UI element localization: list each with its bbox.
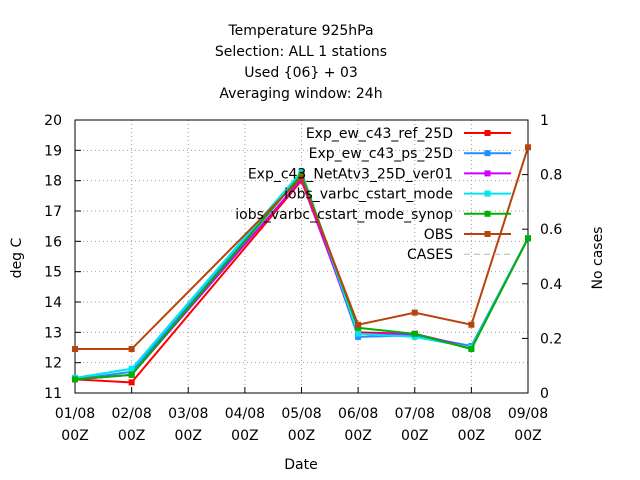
x-tick-label-hour: 00Z (175, 428, 202, 444)
y-axis-label: deg C (9, 237, 25, 278)
data-point (72, 376, 78, 383)
legend-label: iobs_varbc_cstart_mode_synop (235, 207, 453, 223)
y-tick-label: 11 (44, 386, 62, 402)
data-point (468, 346, 475, 353)
legend-marker (484, 130, 491, 136)
x-tick-label-date: 08/08 (451, 406, 491, 422)
x-tick-label-hour: 00Z (514, 428, 541, 444)
x-tick-label-hour: 00Z (344, 428, 371, 444)
y-axis-ticks: 11 12 13 14 15 16 17 18 19 20 (44, 113, 81, 402)
y2-axis-label: No cases (590, 227, 606, 290)
x-tick-label-date: 02/08 (111, 406, 151, 422)
series-group (72, 144, 531, 386)
legend-marker (484, 170, 491, 177)
x-tick-label-date: 05/08 (281, 406, 321, 422)
y2-tick-label: 0.4 (540, 277, 562, 293)
x-tick-label-hour: 00Z (231, 428, 258, 444)
data-point (355, 333, 362, 340)
title-line: Averaging window: 24h (219, 86, 382, 102)
y2-tick-label: 0 (540, 386, 549, 402)
legend-label: OBS (424, 227, 453, 243)
data-point (355, 330, 362, 337)
x-tick-label-hour: 00Z (288, 428, 315, 444)
y-tick-label: 20 (44, 113, 62, 129)
data-point (525, 144, 531, 151)
title-line: Temperature 925hPa (227, 23, 373, 39)
y2-tick-label: 1 (540, 113, 549, 129)
data-point (411, 333, 418, 340)
data-point (298, 174, 305, 181)
legend-label: CASES (407, 247, 453, 263)
legend-marker (484, 210, 491, 217)
y-tick-label: 19 (44, 143, 62, 159)
title-line: Used {06} + 03 (244, 65, 358, 81)
x-tick-label-hour: 00Z (401, 428, 428, 444)
x-tick-label-date: 03/08 (168, 406, 208, 422)
data-point (355, 324, 362, 331)
y2-axis-ticks: 0 0.2 0.4 0.6 0.8 1 (522, 113, 562, 402)
y2-tick-label: 0.2 (540, 331, 562, 347)
legend: Exp_ew_c43_ref_25D Exp_ew_c43_ps_25D Exp_c… (235, 126, 511, 263)
data-point (411, 309, 418, 316)
x-tick-label-date: 04/08 (225, 406, 265, 422)
y-tick-label: 17 (44, 204, 62, 220)
data-point (355, 321, 362, 328)
x-tick-label-date: 06/08 (338, 406, 378, 422)
chart-title: Temperature 925hPa Selection: ALL 1 stati… (215, 23, 387, 102)
y-tick-label: 18 (44, 174, 62, 190)
data-point (128, 365, 135, 372)
data-point (72, 346, 78, 353)
legend-label: Exp_ew_c43_ps_25D (309, 146, 453, 162)
y2-tick-label: 0.8 (540, 168, 562, 184)
data-point (298, 171, 305, 178)
data-point (128, 379, 135, 386)
legend-marker (484, 190, 491, 197)
data-point (128, 368, 135, 375)
legend-marker (484, 231, 491, 237)
y-tick-label: 12 (44, 356, 62, 372)
x-tick-label-hour: 00Z (61, 428, 88, 444)
y-tick-label: 16 (44, 234, 62, 250)
y-tick-label: 15 (44, 265, 62, 281)
y-tick-label: 14 (44, 295, 62, 311)
grid (75, 120, 528, 393)
x-tick-label-hour: 00Z (118, 428, 145, 444)
x-tick-label-date: 09/08 (508, 406, 548, 422)
data-point (128, 346, 135, 353)
legend-label: iobs_varbc_cstart_mode (284, 187, 453, 203)
x-tick-label-date: 07/08 (395, 406, 435, 422)
data-point (128, 371, 135, 378)
y2-tick-label: 0.6 (540, 222, 562, 238)
title-line: Selection: ALL 1 stations (215, 44, 387, 60)
data-point (525, 235, 531, 242)
data-point (298, 168, 305, 175)
data-point (411, 330, 418, 337)
y-tick-label: 13 (44, 325, 62, 341)
x-tick-label-date: 01/08 (55, 406, 95, 422)
data-point (468, 321, 475, 328)
x-tick-label-hour: 00Z (458, 428, 485, 444)
legend-label: Exp_c43_NetAtv3_25D_ver01 (248, 166, 453, 182)
legend-label: Exp_ew_c43_ref_25D (306, 126, 453, 142)
legend-marker (484, 150, 491, 157)
x-axis-label: Date (284, 457, 317, 473)
x-axis-ticks: 01/08 00Z 02/08 00Z 03/08 00Z 04/08 00Z 05/08 00Z… (55, 387, 548, 444)
